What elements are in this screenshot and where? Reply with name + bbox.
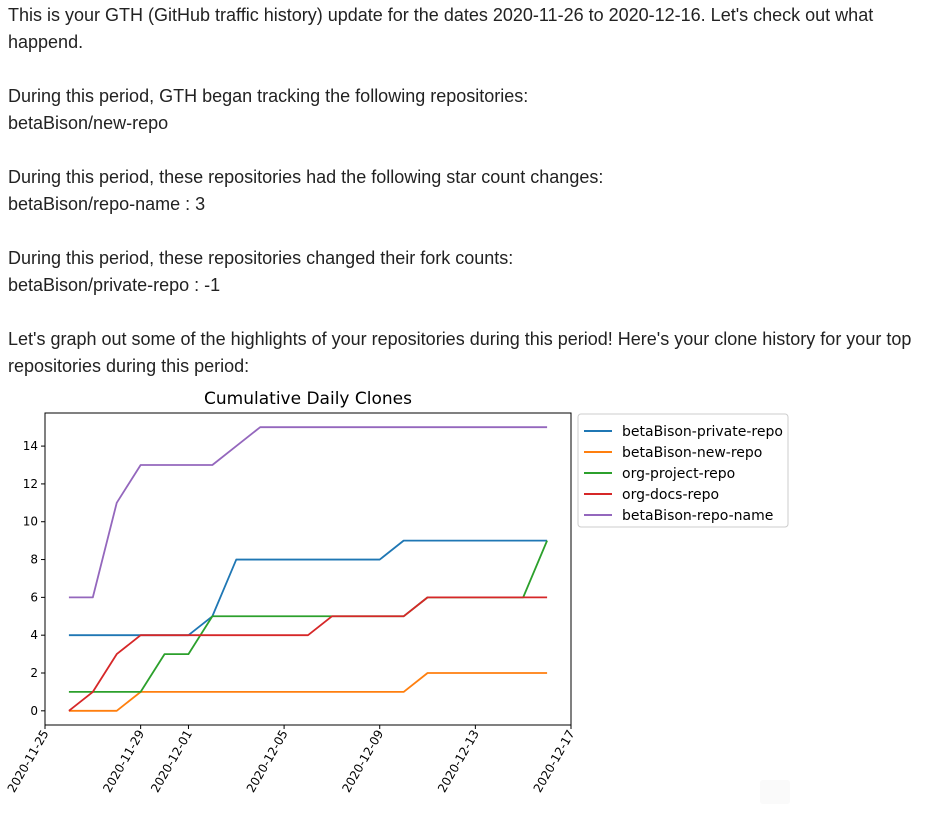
chart-container: Cumulative Daily Clones 0 2 4 6 8 10 12 14 2020…: [0, 384, 928, 826]
x-tick-label: 2020-11-29: [100, 728, 147, 795]
legend-box: [577, 413, 789, 528]
stars-item: betaBison/repo-name : 3: [8, 194, 206, 214]
legend-label: betaBison-repo-name: [622, 508, 773, 524]
chart-title: Cumulative Daily Clones: [204, 389, 412, 409]
y-tick-label: 4: [30, 628, 38, 642]
series-line-betaBison-new-repo: [68, 672, 548, 712]
y-tick-label: 8: [30, 553, 38, 567]
x-tick-label: 2020-12-01: [148, 728, 195, 795]
x-tick-label: 2020-12-13: [435, 728, 482, 795]
y-tick-label: 2: [30, 666, 38, 680]
legend-label: org-docs-repo: [622, 487, 719, 503]
intro-paragraph: This is your GTH (GitHub traffic history…: [8, 2, 920, 56]
legend: betaBison-private-repo betaBison-new-repo…: [577, 413, 789, 528]
x-tick-label: 2020-12-09: [339, 728, 386, 795]
legend-label: org-project-repo: [622, 466, 735, 482]
x-tick-label: 2020-11-25: [5, 728, 52, 795]
legend-label: betaBison-new-repo: [622, 445, 762, 461]
series-line-org-docs-repo: [68, 596, 548, 712]
y-tick-label: 6: [30, 590, 38, 604]
y-tick-label: 0: [30, 704, 38, 718]
tracking-heading: During this period, GTH began tracking t…: [8, 86, 529, 106]
x-axis: 2020-11-25 2020-11-29 2020-12-01 2020-12-05…: [5, 725, 578, 795]
scroll-indicator: [760, 780, 790, 804]
forks-heading: During this period, these repositories c…: [8, 248, 514, 268]
tracking-section: During this period, GTH began tracking t…: [8, 83, 920, 137]
clone-history-chart: Cumulative Daily Clones 0 2 4 6 8 10 12 14 2020…: [5, 389, 789, 795]
y-tick-label: 12: [23, 477, 38, 491]
plot-frame: [44, 412, 572, 726]
x-tick-label: 2020-12-05: [244, 728, 291, 795]
series-line-org-project-repo: [68, 540, 548, 693]
tracking-item: betaBison/new-repo: [8, 113, 169, 133]
stars-section: During this period, these repositories h…: [8, 164, 920, 218]
stars-heading: During this period, these repositories h…: [8, 167, 604, 187]
graph-intro-text: Let's graph out some of the highlights o…: [8, 329, 912, 376]
y-axis: 0 2 4 6 8 10 12 14: [23, 439, 45, 718]
y-tick-label: 14: [23, 439, 38, 453]
series-layer: [68, 426, 548, 712]
x-tick-label: 2020-12-17: [531, 728, 578, 795]
series-line-betaBison-private-repo: [68, 539, 548, 637]
legend-label: betaBison-private-repo: [622, 424, 783, 440]
intro-text: This is your GTH (GitHub traffic history…: [8, 5, 874, 52]
forks-section: During this period, these repositories c…: [8, 245, 920, 299]
series-line-betaBison-repo-name: [68, 426, 548, 599]
forks-item: betaBison/private-repo : -1: [8, 275, 221, 295]
y-tick-label: 10: [23, 515, 38, 529]
graph-intro-paragraph: Let's graph out some of the highlights o…: [8, 326, 920, 380]
